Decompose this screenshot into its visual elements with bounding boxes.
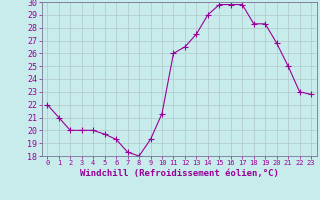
X-axis label: Windchill (Refroidissement éolien,°C): Windchill (Refroidissement éolien,°C) (80, 169, 279, 178)
